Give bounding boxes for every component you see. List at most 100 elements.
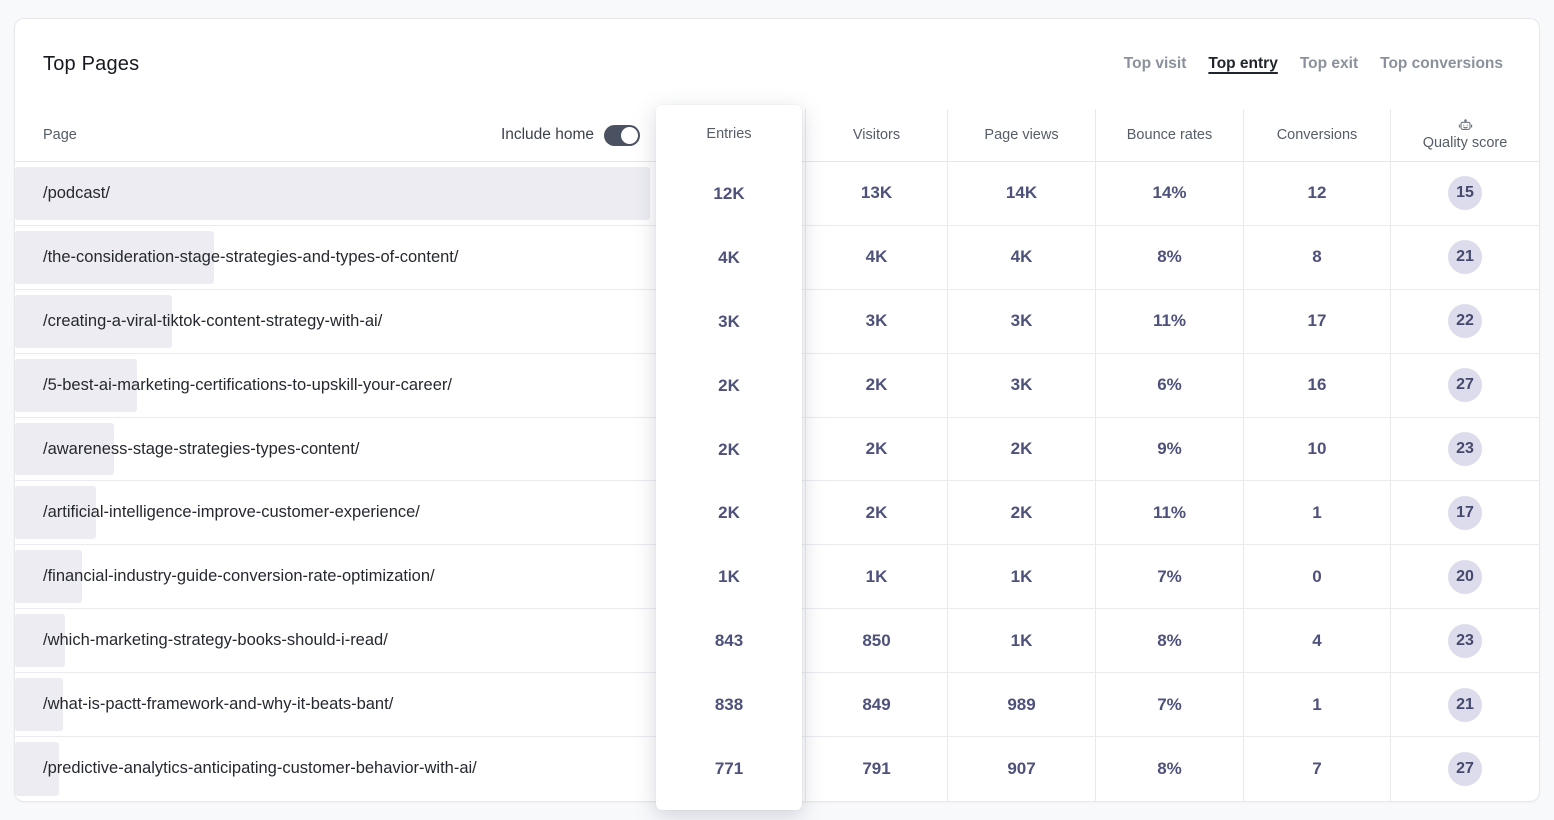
page-cell[interactable]: /financial-industry-guide-conversion-rat… [15,545,656,608]
page-path: /which-marketing-strategy-books-should-i… [43,631,388,650]
visitors-cell: 849 [805,673,947,737]
quality-score-label: Quality score [1422,134,1508,151]
entries-value: 2K [718,375,740,395]
quality-score-badge: 27 [1448,368,1482,403]
entries-value: 3K [718,311,740,331]
tab-top-entry[interactable]: Top entry [1208,55,1278,72]
quality-score-cell: 23 [1390,417,1539,481]
entries-value: 771 [714,758,744,778]
bounce-rate-cell: 11% [1095,289,1243,353]
page-views-cell: 989 [947,673,1095,737]
entries-column-panel: Entries 12K 4K 3K 2K 2K 2K 1K 843 838 771 [656,105,802,810]
quality-score-cell: 17 [1390,481,1539,545]
quality-score-cell: 23 [1390,609,1539,673]
quality-score-badge: 21 [1448,240,1482,275]
entries-bar [15,230,214,284]
page-views-cell: 2K [947,481,1095,545]
table-row[interactable]: /which-marketing-strategy-books-should-i… [15,609,1539,674]
quality-score-badge: 21 [1448,687,1482,722]
bounce-rate-cell: 8% [1095,225,1243,289]
page-path: /creating-a-viral-tiktok-content-strateg… [43,311,383,330]
page-path: /predictive-analytics-anticipating-custo… [43,759,477,778]
entries-values: 12K 4K 3K 2K 2K 2K 1K 843 838 771 [656,162,802,801]
page-cell[interactable]: /artificial-intelligence-improve-custome… [15,481,656,544]
quality-score-cell: 21 [1390,673,1539,737]
page-cell[interactable]: /the-consideration-stage-strategies-and-… [15,226,656,289]
page-path: /the-consideration-stage-strategies-and-… [43,247,459,266]
page-views-cell: 1K [947,545,1095,609]
card-header: Top Pages Top visit Top entry Top exit Top … [15,19,1539,109]
page-path: /5-best-ai-marketing-certifications-to-u… [43,375,452,394]
table-header-row: Page Include home Visitors Page views Bo… [15,109,1539,162]
quality-score-badge: 23 [1448,623,1482,658]
bounce-rate-cell: 7% [1095,673,1243,737]
page-cell[interactable]: /what-is-pactt-framework-and-why-it-beat… [15,673,656,736]
page-cell[interactable]: /awareness-stage-strategies-types-conten… [15,418,656,481]
tab-top-visit[interactable]: Top visit [1123,55,1187,72]
table-row[interactable]: /podcast/ 13K 14K 14% 12 15 [15,162,1539,226]
page-cell[interactable]: /which-marketing-strategy-books-should-i… [15,609,656,672]
include-home-toggle[interactable] [604,124,640,146]
bounce-rate-cell: 9% [1095,417,1243,481]
entries-bar [15,167,650,220]
column-header-conversions: Conversions [1243,109,1390,161]
conversions-cell: 17 [1243,289,1390,353]
robot-icon [1458,118,1472,130]
page-path: /awareness-stage-strategies-types-conten… [43,439,360,458]
conversions-cell: 16 [1243,353,1390,417]
entries-bar [15,614,65,668]
conversions-cell: 1 [1243,481,1390,545]
column-header-visitors: Visitors [805,109,947,161]
page-cell[interactable]: /podcast/ [15,162,656,225]
column-header-page-views: Page views [947,109,1095,161]
entries-value: 2K [718,439,740,459]
bounce-rate-cell: 14% [1095,162,1243,225]
page-path: /what-is-pactt-framework-and-why-it-beat… [43,695,394,714]
quality-score-badge: 22 [1448,304,1482,339]
quality-score-badge: 17 [1448,495,1482,530]
entries-bar [15,422,115,476]
conversions-cell: 4 [1243,609,1390,673]
entries-value: 12K [713,183,745,203]
conversions-cell: 1 [1243,673,1390,737]
visitors-cell: 791 [805,737,947,801]
toggle-knob [621,126,638,144]
page-path: /financial-industry-guide-conversion-rat… [43,567,435,586]
entries-bar [15,486,97,540]
visitors-cell: 1K [805,545,947,609]
column-header-page: Page Include home [15,109,656,161]
table-row[interactable]: /predictive-analytics-anticipating-custo… [15,737,1539,801]
conversions-cell: 8 [1243,225,1390,289]
tab-top-conversions[interactable]: Top conversions [1380,55,1503,72]
entries-bar [15,294,173,348]
page-cell[interactable]: /predictive-analytics-anticipating-custo… [15,737,656,801]
quality-score-cell: 27 [1390,353,1539,417]
conversions-cell: 7 [1243,737,1390,801]
column-header-bounce-rates: Bounce rates [1095,109,1243,161]
visitors-cell: 2K [805,353,947,417]
bounce-rate-cell: 8% [1095,609,1243,673]
entries-bar [15,678,64,732]
visitors-cell: 2K [805,481,947,545]
page-cell[interactable]: /creating-a-viral-tiktok-content-strateg… [15,290,656,353]
quality-score-cell: 15 [1390,162,1539,225]
quality-score-cell: 20 [1390,545,1539,609]
conversions-cell: 12 [1243,162,1390,225]
column-header-quality-score: Quality score [1390,109,1539,161]
top-pages-card: Top Pages Top visit Top entry Top exit Top … [14,18,1540,810]
bounce-rate-cell: 6% [1095,353,1243,417]
page-views-cell: 3K [947,289,1095,353]
visitors-cell: 3K [805,289,947,353]
page-column-label: Page [43,127,77,143]
visitors-cell: 850 [805,609,947,673]
page-cell[interactable]: /5-best-ai-marketing-certifications-to-u… [15,354,656,417]
include-home-control: Include home [501,124,640,146]
entries-value: 838 [714,695,744,715]
tab-top-exit[interactable]: Top exit [1299,55,1359,72]
column-header-entries: Entries [706,125,752,142]
quality-score-badge: 23 [1448,432,1482,466]
entries-value: 1K [718,567,740,587]
page-path: /artificial-intelligence-improve-custome… [43,503,420,522]
entries-bar [15,358,137,412]
page-views-cell: 3K [947,353,1095,417]
